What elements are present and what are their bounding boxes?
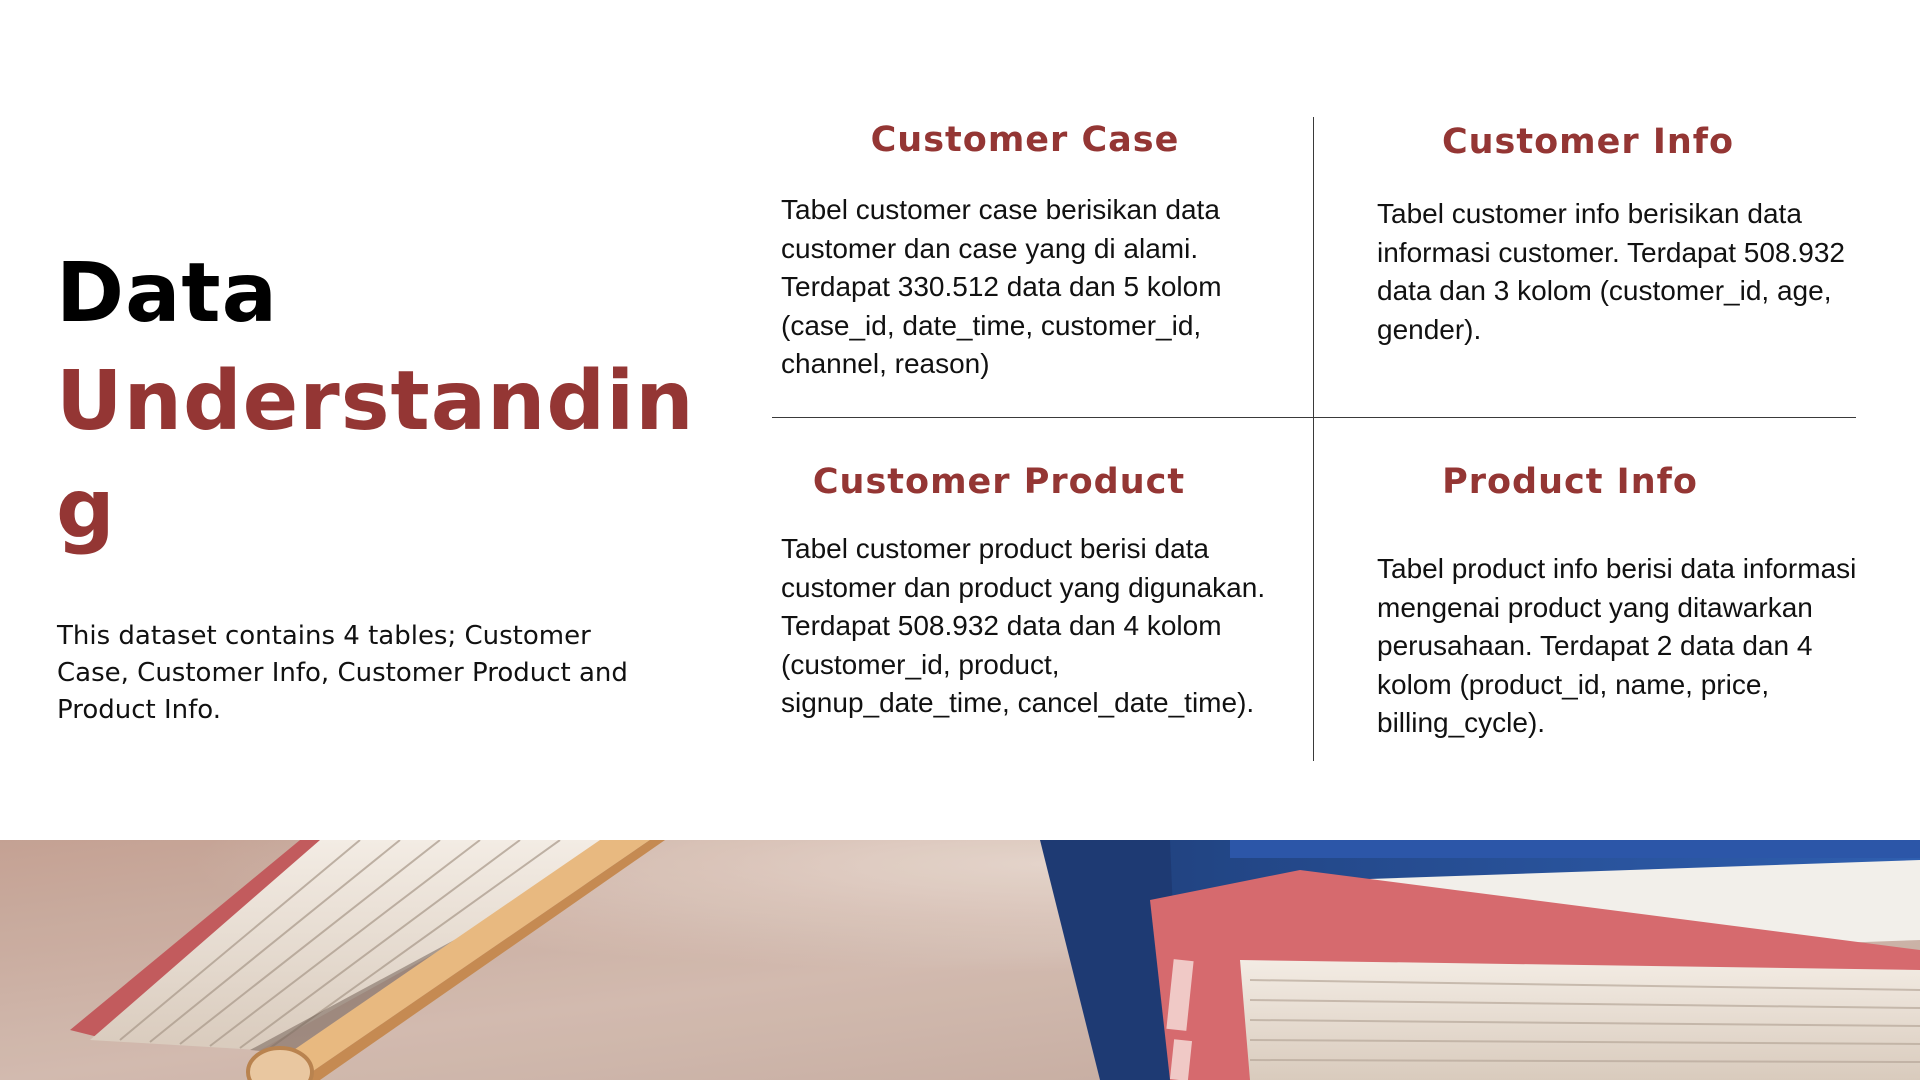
title-line-data: Data [56, 246, 278, 341]
card-desc-customer-info: Tabel customer info berisikan data infor… [1377, 198, 1845, 345]
slide-title: Data Understanding [56, 240, 756, 564]
card-title-customer-info: Customer Info [1441, 122, 1735, 162]
grid-vertical-divider [1313, 117, 1314, 761]
card-desc-product-info: Tabel product info berisi data informasi… [1377, 553, 1857, 738]
card-desc-customer-product: Tabel customer product berisi data custo… [781, 533, 1266, 718]
card-desc-customer-case: Tabel customer case berisikan data custo… [781, 194, 1222, 379]
card-title-product-info: Product Info [1442, 462, 1698, 502]
intro-text: This dataset contains 4 tables; Customer… [57, 621, 628, 725]
title-line-understanding: Understanding [56, 354, 695, 557]
books-photo [0, 840, 1920, 1080]
card-title-customer-product: Customer Product [812, 462, 1186, 502]
card-title-customer-case: Customer Case [870, 120, 1180, 160]
grid-horizontal-divider [772, 417, 1856, 418]
